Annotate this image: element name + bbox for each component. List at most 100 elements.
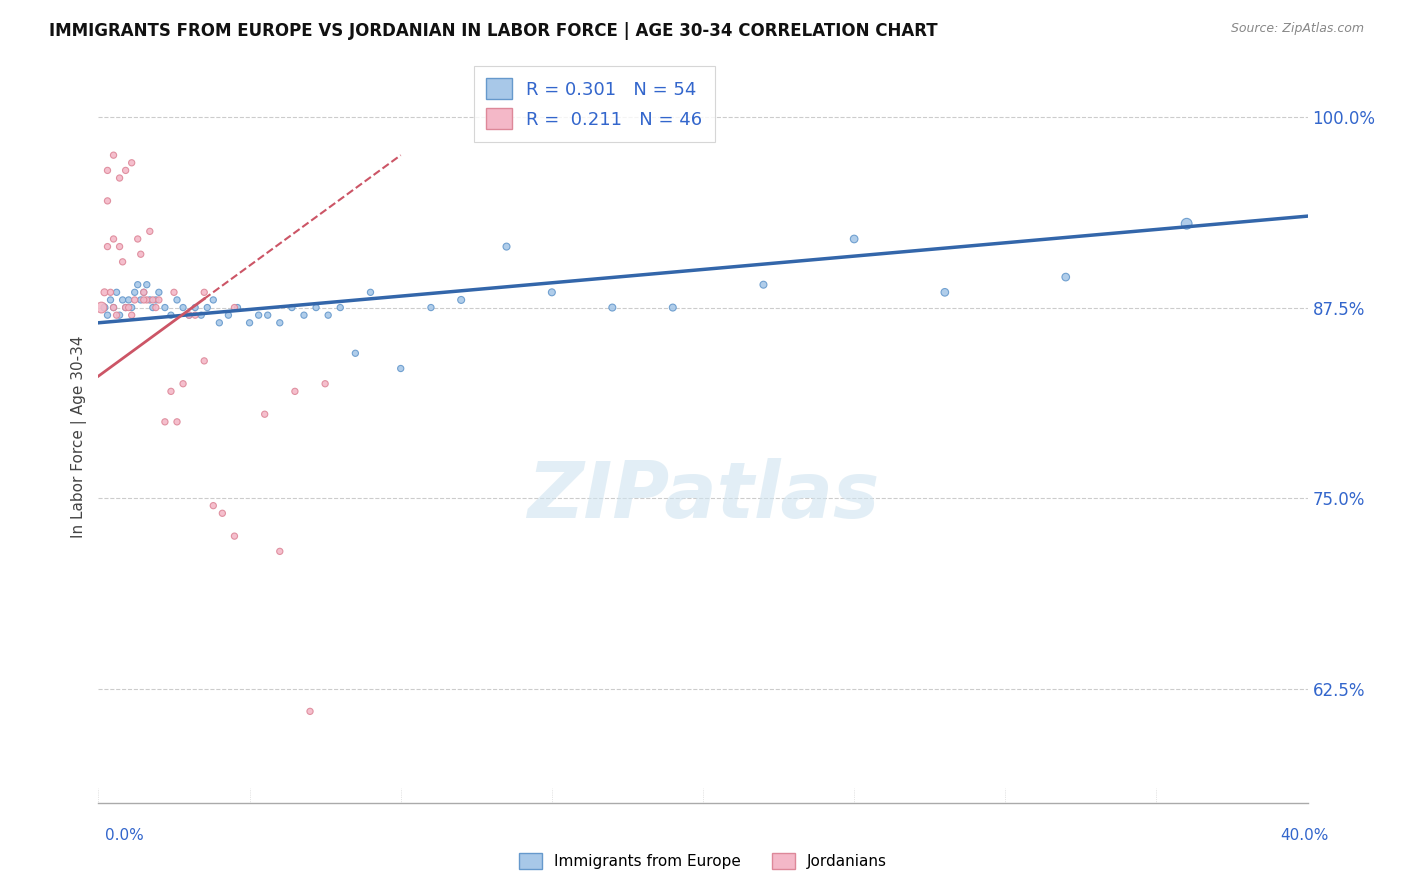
Point xyxy=(269,544,291,558)
Point xyxy=(114,301,136,315)
Text: 40.0%: 40.0% xyxy=(1281,828,1329,843)
Point xyxy=(495,239,517,253)
Point xyxy=(208,316,231,330)
Point xyxy=(90,301,112,315)
Point xyxy=(153,415,176,429)
Point xyxy=(450,293,472,307)
Point xyxy=(153,301,176,315)
Point xyxy=(661,301,683,315)
Point xyxy=(96,163,118,178)
Point xyxy=(129,293,152,307)
Point xyxy=(316,308,339,322)
Text: IMMIGRANTS FROM EUROPE VS JORDANIAN IN LABOR FORCE | AGE 30-34 CORRELATION CHART: IMMIGRANTS FROM EUROPE VS JORDANIAN IN L… xyxy=(49,22,938,40)
Point xyxy=(256,308,278,322)
Point xyxy=(360,285,382,300)
Point xyxy=(124,285,146,300)
Text: ZIPatlas: ZIPatlas xyxy=(527,458,879,533)
Point xyxy=(111,293,134,307)
Point xyxy=(269,316,291,330)
Point xyxy=(96,194,118,208)
Point xyxy=(420,301,443,315)
Point xyxy=(96,239,118,253)
Point xyxy=(139,224,162,238)
Point xyxy=(247,308,270,322)
Point xyxy=(132,285,155,300)
Point xyxy=(329,301,352,315)
Point xyxy=(121,156,143,170)
Point xyxy=(239,316,262,330)
Point xyxy=(145,301,167,315)
Point xyxy=(127,277,149,292)
Point xyxy=(226,301,249,315)
Point xyxy=(195,301,218,315)
Point xyxy=(1175,217,1198,231)
Point xyxy=(217,308,239,322)
Point xyxy=(100,293,122,307)
Point xyxy=(540,285,562,300)
Point xyxy=(135,293,157,307)
Point xyxy=(160,384,183,399)
Point xyxy=(93,285,115,300)
Point xyxy=(163,285,186,300)
Point xyxy=(121,301,143,315)
Legend: R = 0.301   N = 54, R =  0.211   N = 46: R = 0.301 N = 54, R = 0.211 N = 46 xyxy=(474,66,714,142)
Legend: Immigrants from Europe, Jordanians: Immigrants from Europe, Jordanians xyxy=(513,847,893,875)
Point xyxy=(184,301,207,315)
Point xyxy=(105,308,128,322)
Point xyxy=(344,346,367,360)
Point xyxy=(96,308,118,322)
Point xyxy=(111,255,134,269)
Point xyxy=(132,285,155,300)
Point xyxy=(114,301,136,315)
Point xyxy=(1054,270,1077,285)
Text: 0.0%: 0.0% xyxy=(105,828,145,843)
Point xyxy=(284,384,307,399)
Point xyxy=(172,301,194,315)
Point xyxy=(145,293,167,307)
Point xyxy=(103,301,125,315)
Point xyxy=(844,232,866,246)
Point xyxy=(148,285,170,300)
Point xyxy=(314,376,336,391)
Point xyxy=(179,308,201,322)
Point xyxy=(193,354,215,368)
Point xyxy=(202,499,225,513)
Point xyxy=(305,301,328,315)
Point xyxy=(292,308,315,322)
Point xyxy=(389,361,412,376)
Point xyxy=(114,163,136,178)
Point xyxy=(103,232,125,246)
Point xyxy=(103,148,125,162)
Point xyxy=(172,376,194,391)
Point xyxy=(142,293,165,307)
Point xyxy=(253,407,276,421)
Point xyxy=(108,239,131,253)
Point xyxy=(103,301,125,315)
Point xyxy=(135,277,157,292)
Point xyxy=(148,293,170,307)
Point xyxy=(166,293,188,307)
Point xyxy=(100,285,122,300)
Point xyxy=(934,285,956,300)
Point xyxy=(105,285,128,300)
Point xyxy=(129,247,152,261)
Point xyxy=(281,301,304,315)
Y-axis label: In Labor Force | Age 30-34: In Labor Force | Age 30-34 xyxy=(72,335,87,539)
Point xyxy=(108,308,131,322)
Point xyxy=(139,293,162,307)
Text: Source: ZipAtlas.com: Source: ZipAtlas.com xyxy=(1230,22,1364,36)
Point xyxy=(93,301,115,315)
Point xyxy=(160,308,183,322)
Point xyxy=(127,232,149,246)
Point xyxy=(752,277,775,292)
Point xyxy=(118,293,141,307)
Point xyxy=(166,415,188,429)
Point xyxy=(190,308,212,322)
Point xyxy=(193,285,215,300)
Point xyxy=(602,301,624,315)
Point xyxy=(124,293,146,307)
Point xyxy=(142,301,165,315)
Point xyxy=(299,705,322,719)
Point xyxy=(132,293,155,307)
Point xyxy=(211,506,233,520)
